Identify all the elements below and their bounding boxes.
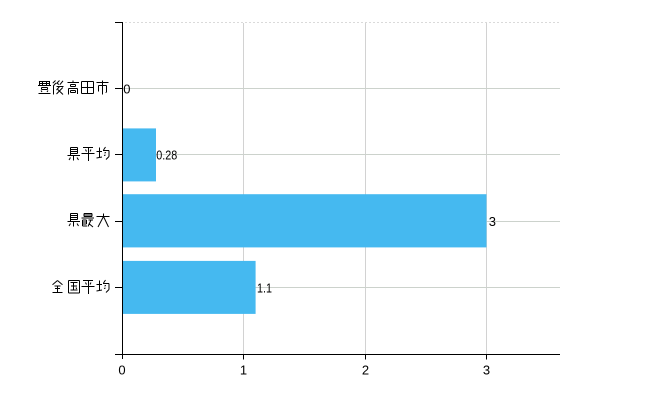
svg-text:1: 1 <box>240 363 247 378</box>
svg-text:1.1: 1.1 <box>257 281 272 296</box>
svg-text:2: 2 <box>362 363 369 378</box>
svg-text:0: 0 <box>123 82 130 97</box>
svg-text:0: 0 <box>118 363 125 378</box>
svg-text:3: 3 <box>483 363 490 378</box>
svg-text:3: 3 <box>489 214 496 229</box>
svg-text:0.28: 0.28 <box>156 148 177 163</box>
